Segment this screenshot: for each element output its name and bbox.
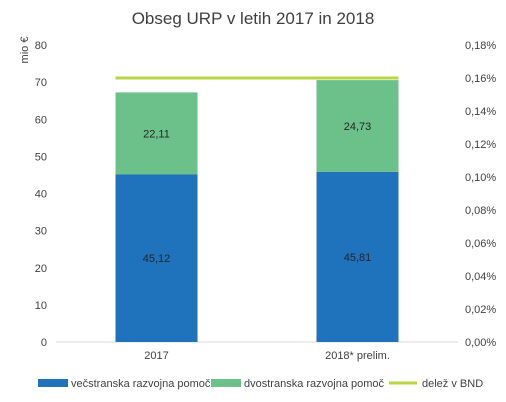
y-tick-label: 40 [35,189,47,201]
legend-label: dvostranska razvojna pomoč [244,378,385,390]
y2-tick-label: 0,18% [465,40,496,52]
y-axis-right: 0,00% 0,02% 0,04% 0,06% 0,08% 0,10% 0,12% 0,14%… [465,40,496,349]
legend-swatch [211,379,241,387]
y-axis-label: mio € [19,37,31,64]
y-tick-label: 80 [35,40,47,52]
bar [316,171,399,342]
y-tick-label: 50 [35,151,47,163]
y2-tick-label: 0,04% [465,271,496,283]
legend: večstranska razvojna pomoč dvostranska ra… [38,378,483,390]
bar [115,174,198,342]
legend-swatch [38,379,68,387]
x-axis: 2017 2018* prelim. [144,350,390,362]
bar-data-label: 45,81 [344,252,372,264]
y2-tick-label: 0,02% [465,304,496,316]
chart-title: Obseg URP v letih 2017 in 2018 [132,9,375,28]
bars: 45,12 22,11 45,81 24,73 [115,80,399,342]
legend-label: večstranska razvojna pomoč [71,378,211,390]
y2-tick-label: 0,06% [465,238,496,250]
bar [316,80,399,172]
y2-tick-label: 0,12% [465,139,496,151]
y2-tick-label: 0,00% [465,337,496,349]
bar-data-label: 24,73 [344,121,372,133]
y-tick-label: 60 [35,114,47,126]
y-tick-label: 20 [35,263,47,275]
legend-label: delež v BND [422,378,483,390]
y-tick-label: 70 [35,77,47,89]
bar-data-label: 45,12 [143,253,171,265]
y2-tick-label: 0,16% [465,73,496,85]
y-tick-label: 0 [41,337,47,349]
y2-tick-label: 0,14% [465,106,496,118]
bar [115,92,198,175]
bar-data-label: 22,11 [143,128,170,140]
y-tick-label: 30 [35,226,47,238]
y2-tick-label: 0,08% [465,205,496,217]
y-axis-left: 0 10 20 30 40 50 60 70 80 [35,40,47,349]
y-tick-label: 10 [35,300,47,312]
y2-tick-label: 0,10% [465,172,496,184]
x-category-label: 2018* prelim. [325,350,390,362]
x-category-label: 2017 [144,350,168,362]
